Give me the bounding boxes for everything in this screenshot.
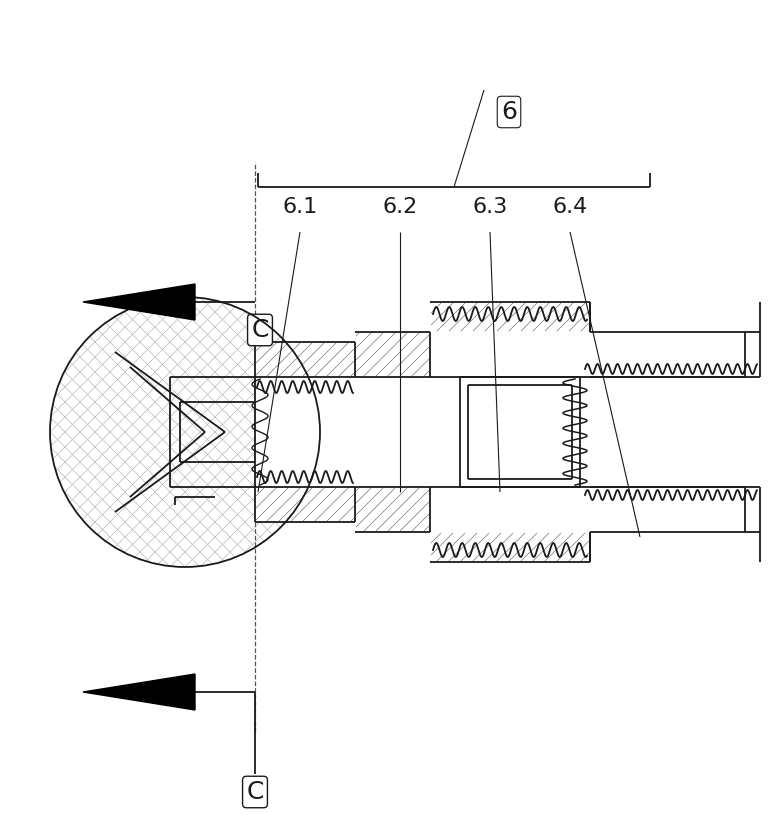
Text: 6.3: 6.3 <box>472 197 508 217</box>
Text: 6.4: 6.4 <box>552 197 587 217</box>
Bar <box>255 377 745 487</box>
Text: 6.2: 6.2 <box>382 197 418 217</box>
Bar <box>255 342 355 522</box>
Text: 6.1: 6.1 <box>282 197 318 217</box>
Polygon shape <box>83 284 195 320</box>
Polygon shape <box>83 674 195 710</box>
Circle shape <box>50 297 320 567</box>
Text: 6: 6 <box>501 100 517 124</box>
Text: C: C <box>252 318 269 342</box>
Text: C: C <box>246 780 263 804</box>
